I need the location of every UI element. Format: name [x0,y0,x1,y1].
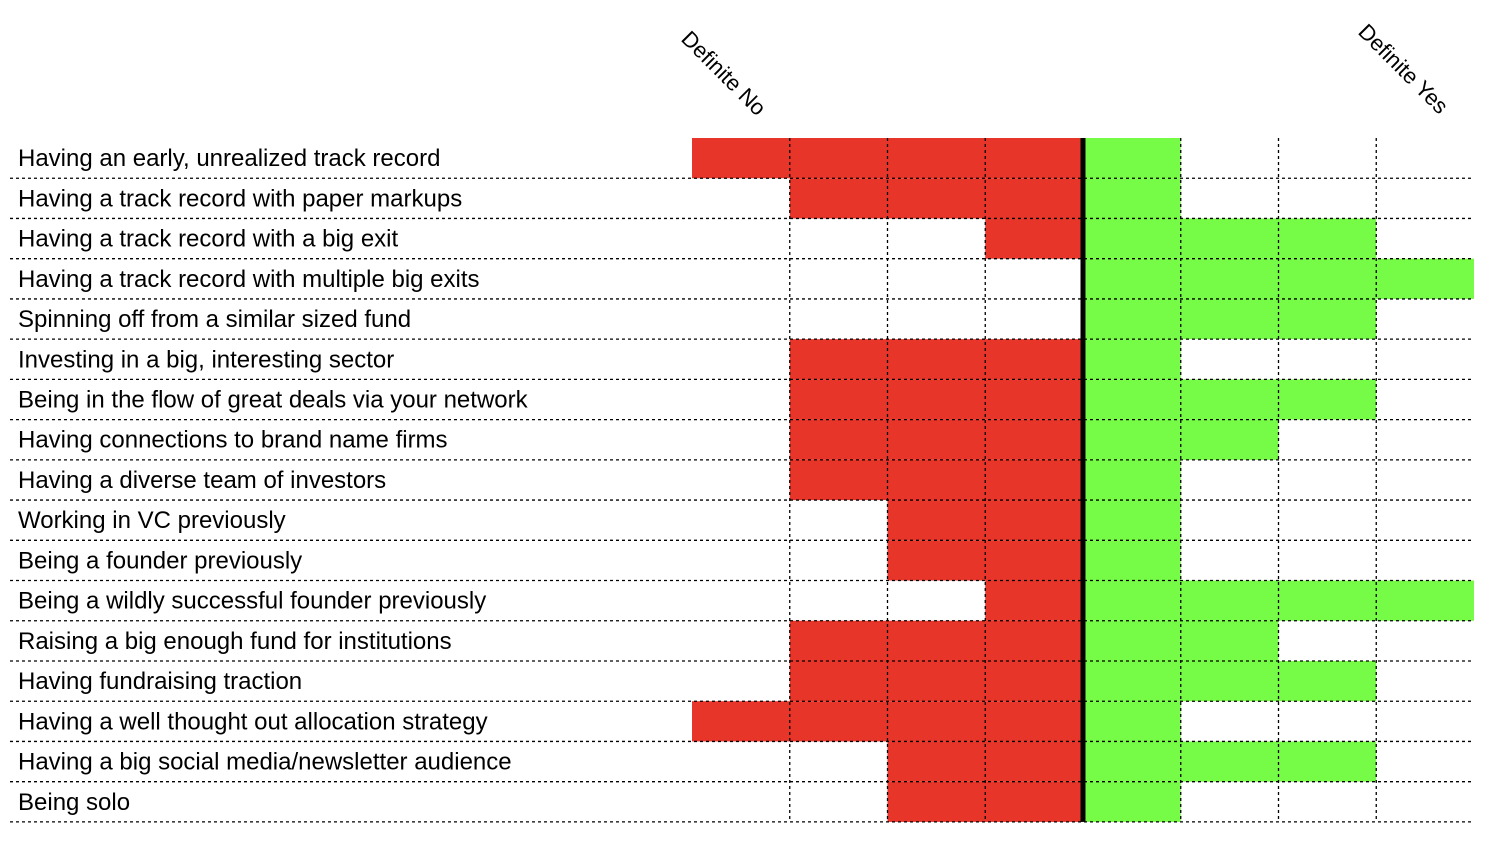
yes-bar [1083,660,1377,702]
yes-bar [1083,138,1181,179]
yes-bar [1083,701,1181,742]
no-bar [789,419,1083,460]
row-label: Being a founder previously [18,547,302,574]
row-labels-layer: Having an early, unrealized track record… [18,145,529,816]
no-bar [789,379,1083,420]
row-label: Having connections to brand name firms [18,427,448,454]
row-label: Being in the flow of great deals via you… [18,386,529,413]
no-bar [789,660,1083,702]
row-label: Having an early, unrealized track record [18,145,440,172]
yes-bar [1083,540,1181,581]
row-label: Being a wildly successful founder previo… [18,588,486,615]
yes-bar [1083,339,1181,380]
row-label: Having a track record with a big exit [18,226,399,253]
row-label: Having a diverse team of investors [18,467,386,494]
row-label: Having a well thought out allocation str… [18,708,488,735]
definite-yes-header: Definite Yes [1353,19,1453,119]
row-label: Having a track record with paper markups [18,185,462,212]
no-bar [789,178,1083,219]
row-label: Being solo [18,789,130,816]
row-label: Investing in a big, interesting sector [18,346,394,373]
no-bar [789,459,1083,501]
yes-bar [1083,218,1377,259]
yes-bar [1083,741,1377,782]
row-label: Working in VC previously [18,507,286,534]
bars-layer [692,138,1474,822]
yes-bar [1083,379,1377,420]
yes-bar [1083,781,1181,822]
yes-bar [1083,178,1181,219]
row-label: Spinning off from a similar sized fund [18,306,411,333]
grid-layer [10,138,1474,823]
no-bar [985,218,1083,259]
row-label: Having a track record with multiple big … [18,266,480,293]
yes-bar [1083,500,1181,541]
row-label: Having a big social media/newsletter aud… [18,749,512,776]
row-label: Raising a big enough fund for institutio… [18,628,452,655]
no-bar [789,620,1083,661]
row-label: Having fundraising traction [18,668,302,695]
yes-bar [1083,459,1181,501]
no-bar [985,580,1083,621]
yes-bar [1083,298,1377,340]
definite-no-header: Definite No [676,26,771,121]
no-bar [789,339,1083,380]
